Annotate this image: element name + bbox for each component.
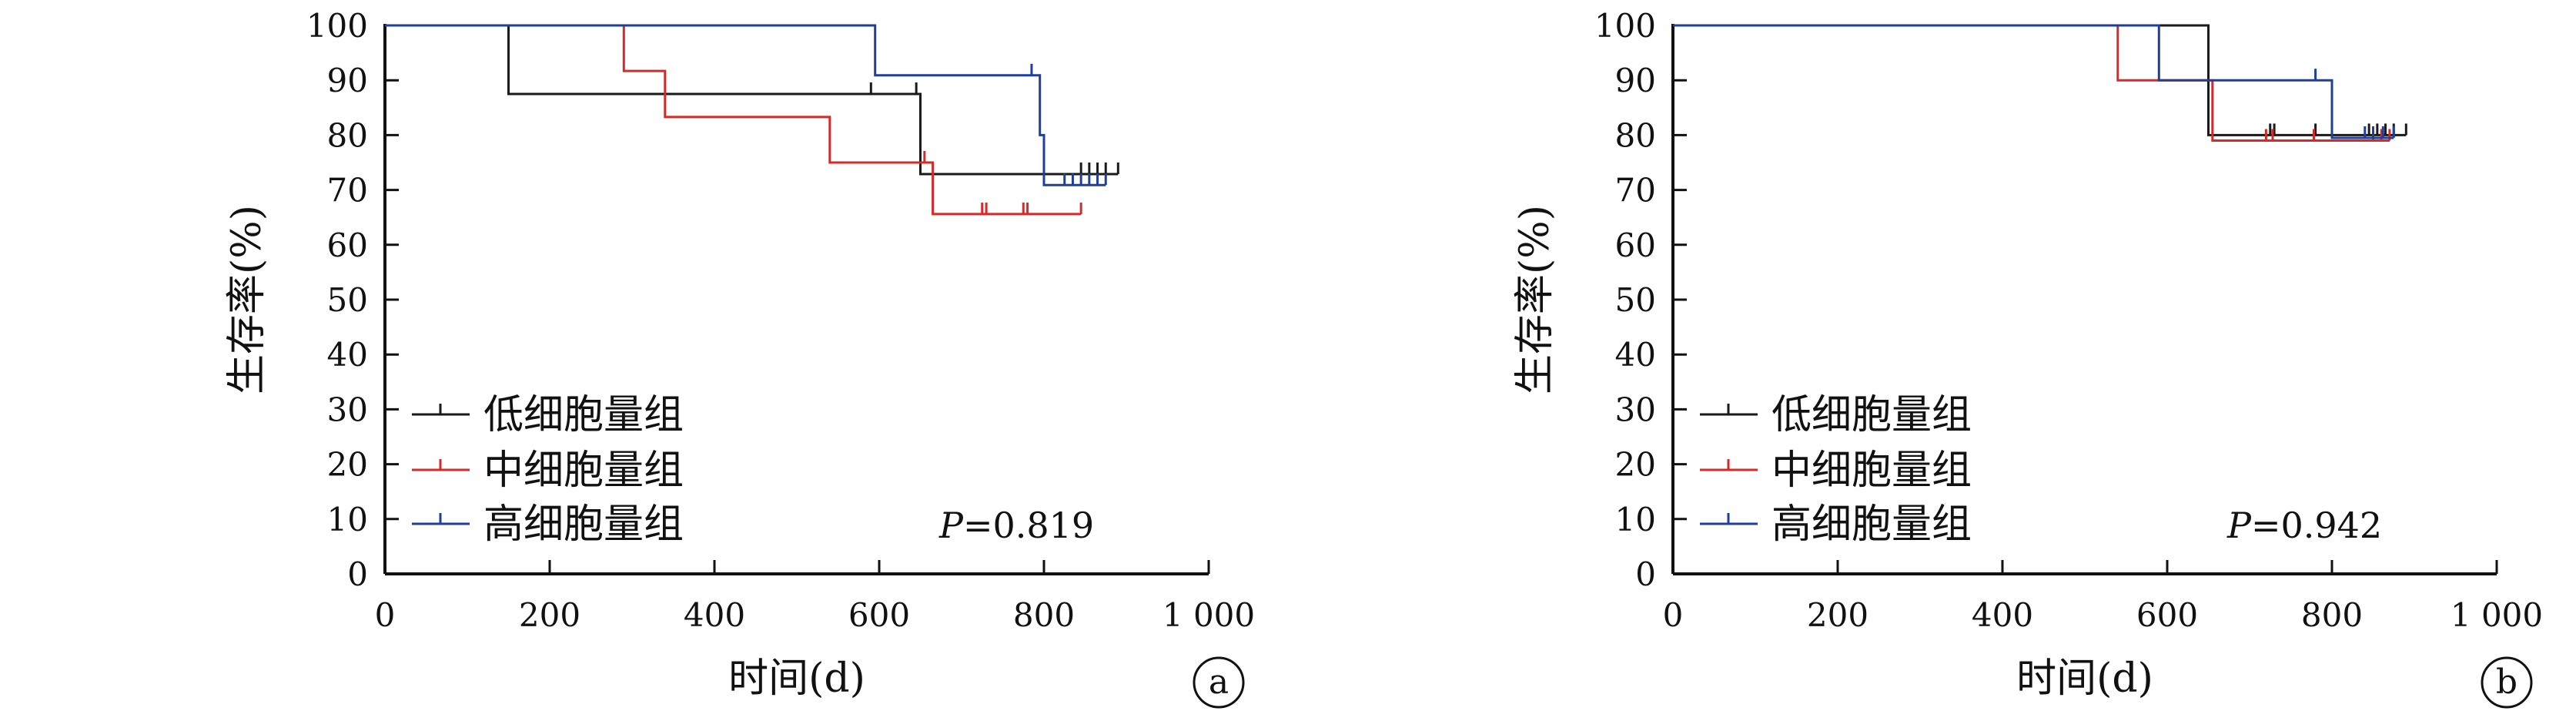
x-axis-title: 时间(d) xyxy=(728,656,865,702)
x-tick-label: 0 xyxy=(1663,596,1684,634)
p-value-symbol: P xyxy=(938,505,964,546)
p-value-number: =0.819 xyxy=(963,505,1094,546)
y-tick-label: 80 xyxy=(327,116,368,154)
p-value-symbol: P xyxy=(2226,505,2252,546)
x-axis-title: 时间(d) xyxy=(2016,656,2153,702)
survival-curve xyxy=(385,24,1082,216)
y-tick-label: 20 xyxy=(1615,446,1656,484)
x-tick-label: 800 xyxy=(2301,596,2363,634)
y-tick-label: 100 xyxy=(306,7,368,45)
y-tick-label: 50 xyxy=(1615,281,1656,319)
y-tick-label: 40 xyxy=(1615,336,1656,374)
x-tick-label: 200 xyxy=(519,596,580,634)
y-tick-label: 50 xyxy=(327,281,368,319)
legend-label: 中细胞量组 xyxy=(1771,448,1972,494)
legend-label: 中细胞量组 xyxy=(483,448,684,494)
km-panel-a: 0 10 20 30 40 50 60 70 80 90 100 0 200 400 600 800 1 000… xyxy=(224,7,1255,709)
legend-label: 低细胞量组 xyxy=(483,392,684,438)
survival-curve xyxy=(385,24,1119,176)
km-panel-b: 0 10 20 30 40 50 60 70 80 90 100 0 200 400 600 800 1 000… xyxy=(1288,0,2576,711)
y-tick-label: 70 xyxy=(327,172,368,210)
y-tick-label: 100 xyxy=(1594,7,1656,45)
y-tick-label: 90 xyxy=(327,62,368,99)
y-tick-label: 0 xyxy=(1635,555,1656,593)
panel-label-circle xyxy=(1193,656,1245,709)
y-axis-title: 生存率(%) xyxy=(224,205,270,394)
x-tick-label: 600 xyxy=(848,596,910,634)
y-tick-label: 60 xyxy=(1615,226,1656,264)
y-tick-label: 30 xyxy=(327,391,368,428)
x-tick-label: 1 000 xyxy=(1163,596,1255,634)
x-tick-label: 1 000 xyxy=(2451,596,2543,634)
x-tick-label: 400 xyxy=(1972,596,2033,634)
y-tick-label: 60 xyxy=(327,226,368,264)
panel-label: a xyxy=(1209,662,1229,702)
y-tick-label: 0 xyxy=(347,555,368,593)
x-tick-label: 0 xyxy=(375,596,396,634)
survival-curve xyxy=(385,24,1106,186)
x-tick-label: 800 xyxy=(1013,596,1075,634)
legend-label: 高细胞量组 xyxy=(483,501,684,548)
x-tick-label: 600 xyxy=(2136,596,2198,634)
y-tick-label: 20 xyxy=(327,446,368,484)
survival-curve xyxy=(1673,24,2390,142)
y-tick-label: 90 xyxy=(1615,62,1656,99)
y-tick-label: 30 xyxy=(1615,391,1656,428)
p-value-number: =0.942 xyxy=(2251,505,2382,546)
y-tick-label: 10 xyxy=(1615,501,1656,538)
legend-label: 高细胞量组 xyxy=(1771,501,1972,548)
legend-label: 低细胞量组 xyxy=(1771,392,1972,438)
y-tick-label: 70 xyxy=(1615,172,1656,210)
panel-label-circle xyxy=(2481,656,2533,709)
p-value-annotation: P=0.819 xyxy=(938,505,1094,546)
y-tick-label: 10 xyxy=(327,501,368,538)
y-tick-label: 80 xyxy=(1615,116,1656,154)
x-tick-label: 200 xyxy=(1807,596,1868,634)
y-tick-label: 40 xyxy=(327,336,368,374)
survival-curve xyxy=(1673,24,2394,139)
p-value-annotation: P=0.942 xyxy=(2226,505,2382,546)
y-axis-title: 生存率(%) xyxy=(1512,205,1558,394)
x-tick-label: 400 xyxy=(684,596,745,634)
panel-label: b xyxy=(2496,662,2517,702)
